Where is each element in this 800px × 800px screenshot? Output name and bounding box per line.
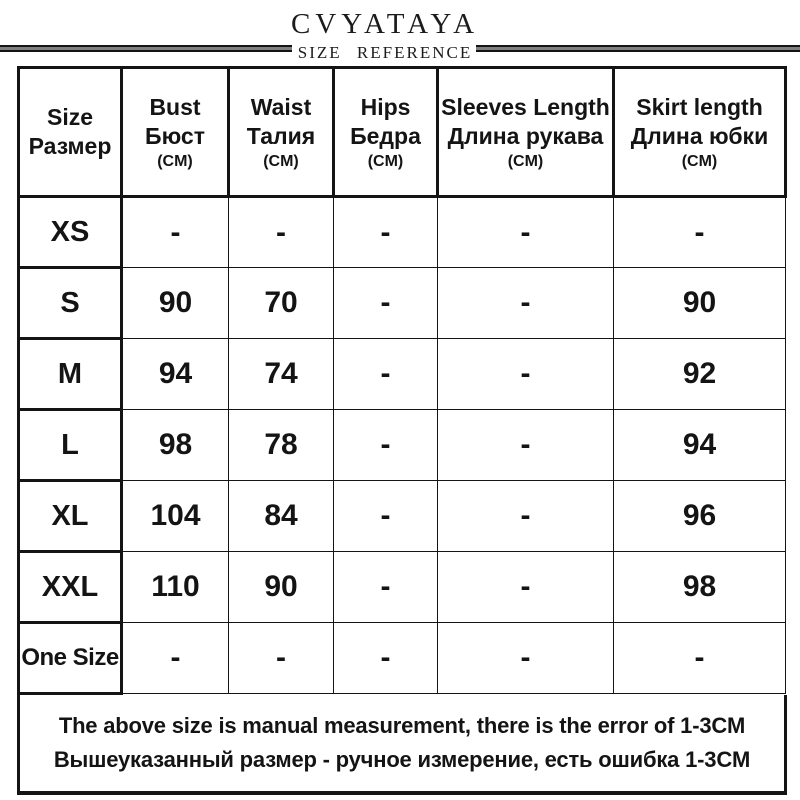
size-label: XS xyxy=(17,195,123,269)
cell-bust: 110 xyxy=(121,551,229,623)
column-label-ru: Длина рукава xyxy=(447,122,604,149)
column-unit: (CM) xyxy=(367,152,404,170)
cell-bust: - xyxy=(121,622,229,694)
cell-skirt-length: - xyxy=(613,622,786,694)
size-label: One Size xyxy=(17,621,123,695)
table-row-s: S 90 70 - - 90 xyxy=(17,266,786,340)
disclaimer-line-en: The above size is manual measurement, th… xyxy=(58,713,746,738)
cell-sleeves-length: - xyxy=(437,409,614,481)
cell-hips: - xyxy=(333,551,438,623)
cell-bust: 90 xyxy=(121,267,229,339)
column-unit: (CM) xyxy=(681,152,718,170)
decorative-rule-right xyxy=(476,45,800,52)
brand-subtitle: SIZE REFERENCE xyxy=(297,43,473,62)
cell-waist: - xyxy=(228,196,334,268)
cell-waist: 74 xyxy=(228,338,334,410)
cell-sleeves-length: - xyxy=(437,267,614,339)
cell-waist: - xyxy=(228,622,334,694)
disclaimer-line-ru: Вышеуказанный размер - ручное измерение,… xyxy=(53,747,751,772)
column-label-en: Skirt length xyxy=(636,93,763,120)
measurement-disclaimer: The above size is manual measurement, th… xyxy=(17,695,787,795)
cell-skirt-length: 94 xyxy=(613,409,786,481)
cell-bust: 94 xyxy=(121,338,229,410)
table-row-xxl: XXL 110 90 - - 98 xyxy=(17,550,786,624)
cell-hips: - xyxy=(333,409,438,481)
brand-title: CVYATAYA xyxy=(290,8,480,40)
column-label-en: Size xyxy=(46,104,94,130)
masthead: CVYATAYA SIZE REFERENCE xyxy=(0,0,800,66)
table-row-m: M 94 74 - - 92 xyxy=(17,337,786,411)
table-row-xs: XS - - - - - xyxy=(17,195,786,269)
cell-sleeves-length: - xyxy=(437,622,614,694)
cell-hips: - xyxy=(333,196,438,268)
size-label: XXL xyxy=(17,550,123,624)
column-unit: (CM) xyxy=(157,152,193,170)
table-row-l: L 98 78 - - 94 xyxy=(17,408,786,482)
cell-skirt-length: 96 xyxy=(613,480,786,552)
column-label-ru: Талия xyxy=(246,122,316,149)
size-label: S xyxy=(17,266,123,340)
column-label-en: Hips xyxy=(360,93,411,120)
cell-skirt-length: 92 xyxy=(613,338,786,410)
size-label: L xyxy=(17,408,123,482)
size-reference-table: Size Размер Bust Бюст (CM) Waist Талия (… xyxy=(17,66,787,695)
column-header-size: Size Размер xyxy=(17,66,123,198)
cell-sleeves-length: - xyxy=(437,196,614,268)
cell-waist: 70 xyxy=(228,267,334,339)
cell-waist: 78 xyxy=(228,409,334,481)
cell-hips: - xyxy=(333,338,438,410)
column-header-hips: Hips Бедра (CM) xyxy=(332,66,439,198)
column-header-skirt-length: Skirt length Длина юбки (CM) xyxy=(612,66,787,198)
table-row-xl: XL 104 84 - - 96 xyxy=(17,479,786,553)
column-unit: (CM) xyxy=(507,152,544,170)
size-label: M xyxy=(17,337,123,411)
cell-sleeves-length: - xyxy=(437,338,614,410)
cell-waist: 84 xyxy=(228,480,334,552)
column-label-en: Waist xyxy=(250,93,312,120)
decorative-rule-left xyxy=(0,45,292,52)
column-label-ru: Длина юбки xyxy=(630,122,769,149)
cell-hips: - xyxy=(333,480,438,552)
cell-skirt-length: - xyxy=(613,196,786,268)
cell-bust: - xyxy=(121,196,229,268)
cell-skirt-length: 90 xyxy=(613,267,786,339)
cell-sleeves-length: - xyxy=(437,551,614,623)
cell-skirt-length: 98 xyxy=(613,551,786,623)
column-header-waist: Waist Талия (CM) xyxy=(227,66,335,198)
column-label-en: Bust xyxy=(149,93,201,120)
column-header-sleeves-length: Sleeves Length Длина рукава (CM) xyxy=(436,66,615,198)
column-label-ru: Бюст xyxy=(145,122,205,149)
cell-hips: - xyxy=(333,267,438,339)
cell-bust: 104 xyxy=(121,480,229,552)
table-row-one-size: One Size - - - - - xyxy=(17,621,786,695)
cell-waist: 90 xyxy=(228,551,334,623)
column-label-ru: Размер xyxy=(28,133,112,159)
size-label: XL xyxy=(17,479,123,553)
cell-sleeves-length: - xyxy=(437,480,614,552)
column-header-bust: Bust Бюст (CM) xyxy=(120,66,230,198)
header-row: Size Размер Bust Бюст (CM) Waist Талия (… xyxy=(17,66,787,198)
column-label-en: Sleeves Length xyxy=(441,93,610,120)
cell-hips: - xyxy=(333,622,438,694)
column-label-ru: Бедра xyxy=(350,122,421,149)
cell-bust: 98 xyxy=(121,409,229,481)
column-unit: (CM) xyxy=(263,152,299,170)
